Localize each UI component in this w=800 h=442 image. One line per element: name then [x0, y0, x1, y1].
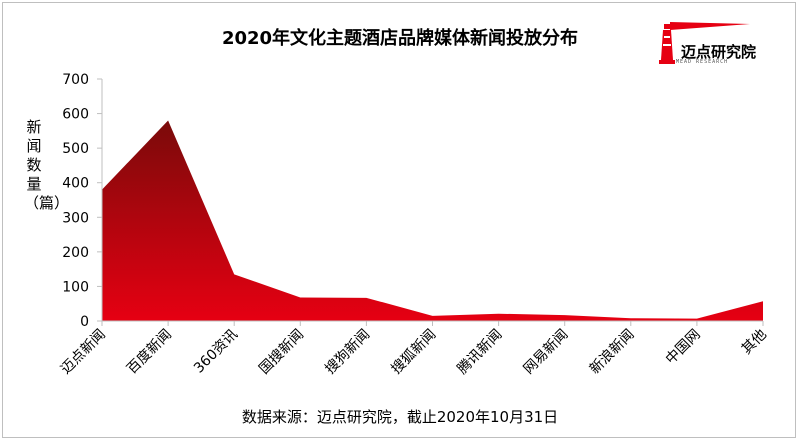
- y-tick-label: 0: [80, 314, 89, 330]
- chart-title: 2020年文化主题酒店品牌媒体新闻投放分布: [221, 28, 579, 49]
- y-tick-label: 400: [62, 176, 89, 192]
- x-tick-label: 中国网: [663, 327, 704, 368]
- y-tick-label: 200: [62, 245, 89, 261]
- y-tick-label: 700: [62, 72, 89, 88]
- y-tick-label: 100: [62, 279, 89, 295]
- y-tick-label: 500: [62, 141, 89, 157]
- x-tick-label: 360资讯: [191, 327, 241, 377]
- x-tick-label: 搜狗新闻: [322, 327, 373, 378]
- brand-name: 迈点研究院: [681, 43, 757, 61]
- x-tick-label: 网易新闻: [521, 327, 572, 378]
- y-tick-label: 300: [62, 210, 89, 226]
- brand-subtitle: MEAD RESEARCH: [676, 59, 729, 65]
- y-tick-label: 600: [62, 107, 89, 123]
- x-tick-label: 搜狐新闻: [388, 327, 439, 378]
- x-tick-label: 新浪新闻: [587, 327, 638, 378]
- lighthouse-logo-icon: [659, 22, 750, 64]
- x-tick-label: 国搜新闻: [256, 327, 307, 378]
- area-series: [102, 120, 763, 321]
- data-source-note: 数据来源：迈点研究院，截止2020年10月31日: [241, 408, 559, 426]
- x-tick-label: 其他: [739, 327, 770, 358]
- x-tick-label: 腾讯新闻: [454, 326, 506, 378]
- x-tick-label: 迈点新闻: [58, 327, 109, 378]
- x-tick-label: 百度新闻: [124, 327, 175, 378]
